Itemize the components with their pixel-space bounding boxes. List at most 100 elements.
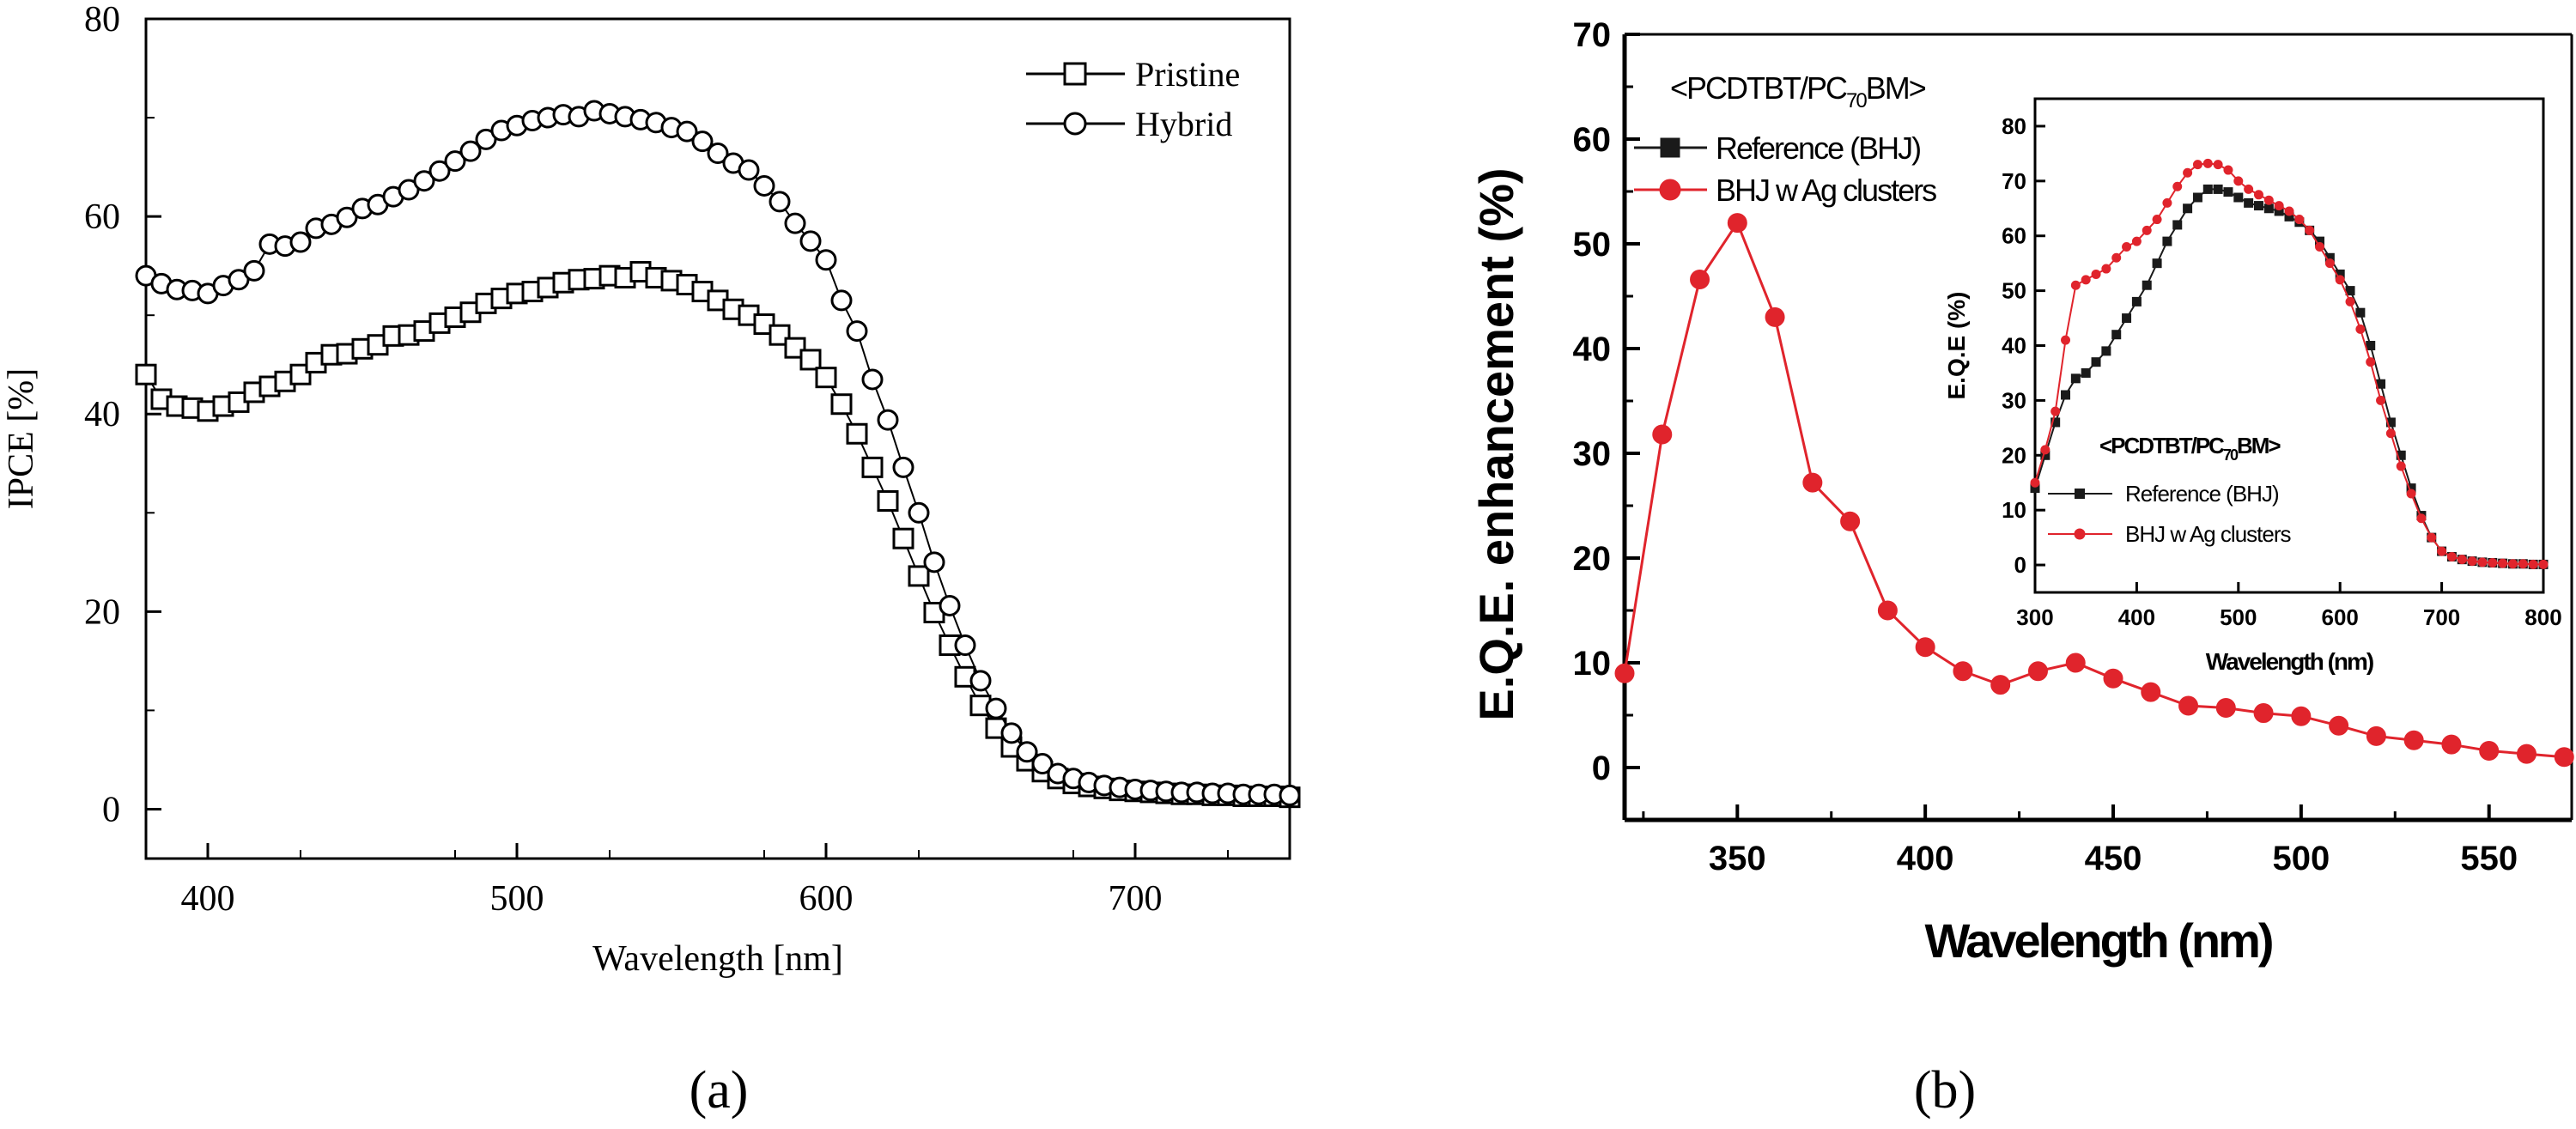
- panel-b-inset-chart: 300 400 500 600 700 800 0 10 20 30 40 50 60 70 80 Wave…: [1943, 97, 2562, 675]
- data-point: [2406, 489, 2416, 499]
- inset-plot-frame: [2033, 97, 2545, 594]
- legend-marker: [1063, 112, 1087, 136]
- panel-b-y-axis-label: E.Q.E. enhancement (%): [1469, 167, 1523, 720]
- panel-b-legend-title-subscript: 70: [1846, 89, 1867, 112]
- data-point: [2376, 395, 2386, 405]
- data-point: [830, 393, 853, 416]
- data-point: [861, 368, 884, 391]
- data-point: [799, 230, 822, 252]
- data-point: [1652, 424, 1673, 445]
- inset-y-axis-label: E.Q.E (%): [1943, 291, 1970, 399]
- data-point: [2498, 558, 2508, 568]
- x-tick-label: 350: [1709, 840, 1766, 877]
- data-point: [2335, 275, 2345, 285]
- data-point: [135, 363, 157, 385]
- y-tick-label: 60: [84, 197, 120, 237]
- data-point: [2061, 335, 2071, 345]
- legend-marker: [1063, 62, 1087, 86]
- y-tick-label: 50: [2002, 278, 2026, 304]
- x-tick-label: 600: [799, 879, 854, 919]
- data-point: [2345, 296, 2355, 307]
- inset-legend-label-reference: Reference (BHJ): [2125, 481, 2279, 507]
- data-point: [2233, 176, 2244, 186]
- data-point: [2274, 201, 2284, 211]
- data-point: [877, 489, 899, 512]
- y-tick-label: 10: [1573, 645, 1612, 683]
- x-tick-label: 400: [1897, 840, 1954, 877]
- panel-a-chart: 400 500 600 700 0 20 40 60 80 Wavelength [nm] IP…: [2, 0, 1301, 979]
- data-point: [2142, 280, 2152, 290]
- x-tick-label: 300: [2016, 604, 2053, 630]
- inset-x-axis-label: Wavelength (nm): [2206, 648, 2373, 675]
- inset-legend-symbol-reference: [2048, 489, 2112, 499]
- data-point: [1877, 600, 1898, 621]
- data-point: [2446, 551, 2457, 561]
- panel-b-legend-title-main: <PCDTBT/PC: [1670, 70, 1847, 106]
- data-point: [2122, 313, 2132, 324]
- data-point: [2050, 417, 2061, 428]
- panel-a-caption: (a): [690, 1061, 749, 1120]
- x-tick-label: 550: [2460, 840, 2518, 877]
- data-point: [2131, 296, 2142, 307]
- inset-legend-title-main: <PCDTBT/PC: [2099, 433, 2225, 458]
- data-point: [1279, 784, 1301, 806]
- y-tick-label: 20: [1573, 540, 1612, 578]
- data-point: [2172, 181, 2183, 191]
- legend-entry-reference: Reference (BHJ): [1634, 131, 1922, 166]
- legend-entry-ag-clusters: BHJ w Ag clusters: [1634, 173, 1938, 208]
- y-tick-label: 0: [1592, 750, 1611, 787]
- y-tick-label: 40: [1573, 331, 1612, 368]
- data-point: [769, 191, 791, 213]
- data-point: [2152, 215, 2162, 225]
- inset-legend-title-tail: BM>: [2237, 433, 2281, 458]
- data-point: [2385, 417, 2396, 428]
- data-point: [2111, 330, 2122, 340]
- panel-b-legend: <PCDTBT/PC70BM> Reference (BHJ) BHJ w Ag…: [1634, 70, 1938, 208]
- data-point: [2070, 373, 2081, 384]
- data-point: [2479, 740, 2500, 761]
- data-point: [2507, 559, 2518, 569]
- data-point: [861, 456, 884, 478]
- data-point: [2091, 357, 2101, 367]
- y-tick-label: 30: [1573, 435, 1612, 473]
- data-point: [2030, 477, 2040, 488]
- data-point: [2416, 513, 2427, 524]
- data-point: [289, 231, 312, 253]
- data-point: [2488, 558, 2498, 568]
- panel-b-legend-title: <PCDTBT/PC70BM>: [1670, 70, 1926, 112]
- legend-symbol-pristine: [1026, 62, 1125, 86]
- data-point: [2065, 653, 2086, 673]
- x-tick-label: 400: [181, 879, 235, 919]
- inset-legend: <PCDTBT/PC70BM> Reference (BHJ) BHJ w Ag…: [2048, 433, 2293, 547]
- data-point: [2315, 242, 2325, 252]
- panel-b-caption: (b): [1914, 1061, 1976, 1120]
- data-point: [2477, 557, 2488, 568]
- panel-b-series: [1614, 213, 2574, 768]
- inset-axes: [2033, 97, 2545, 594]
- legend-marker: [2074, 528, 2086, 540]
- data-point: [428, 160, 451, 182]
- data-point: [2101, 346, 2111, 356]
- data-point: [969, 670, 992, 692]
- data-point: [1031, 753, 1054, 775]
- data-point: [2202, 158, 2213, 168]
- data-point: [815, 249, 837, 271]
- legend-entry-pristine: Pristine: [1026, 55, 1240, 94]
- legend-label-hybrid: Hybrid: [1135, 105, 1232, 143]
- inset-legend-symbol-ag-clusters: [2048, 528, 2112, 540]
- data-point: [830, 289, 853, 312]
- inset-legend-entry-ag-clusters: BHJ w Ag clusters: [2048, 521, 2293, 547]
- data-point: [2528, 559, 2538, 569]
- panel-b-x-axis-label: Wavelength (nm): [1924, 914, 2271, 968]
- data-point: [2223, 187, 2233, 197]
- data-point: [2131, 236, 2142, 246]
- y-tick-label: 0: [102, 790, 120, 829]
- legend-entry-hybrid: Hybrid: [1026, 105, 1232, 143]
- data-point: [1802, 472, 1823, 493]
- data-point: [444, 150, 466, 173]
- data-point: [2538, 559, 2549, 569]
- data-point: [2305, 225, 2315, 235]
